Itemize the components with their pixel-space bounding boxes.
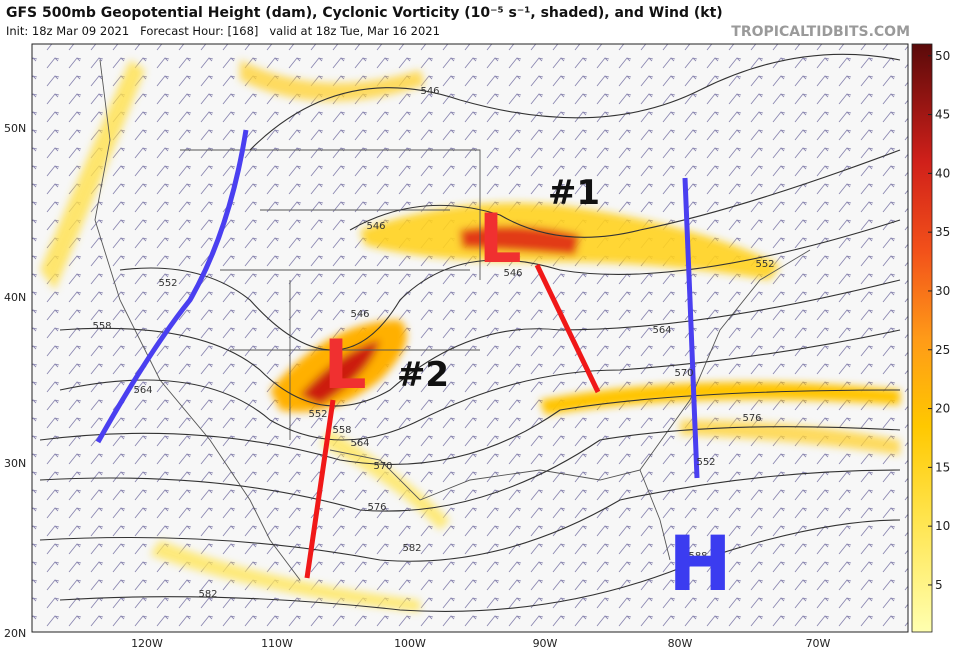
- wind-barbs: [32, 44, 908, 632]
- contour-label: 552: [696, 457, 715, 468]
- contour-label: 564: [133, 385, 152, 396]
- contour-label: 576: [742, 413, 761, 424]
- longitude-label: 70W: [806, 637, 831, 650]
- longitude-label: 100W: [394, 637, 426, 650]
- colorbar-tick-label: 30: [935, 284, 950, 298]
- longitude-label: 110W: [261, 637, 293, 650]
- contour-label: 552: [755, 259, 774, 270]
- longitude-label: 90W: [533, 637, 558, 650]
- contour-label: 558: [92, 321, 111, 332]
- trough-axis-west: [95, 129, 249, 444]
- contour-label: 558: [332, 425, 351, 436]
- subtitle: Init: 18z Mar 09 2021 Forecast Hour: [16…: [6, 24, 440, 38]
- colorbar-tick-label: 40: [935, 166, 950, 180]
- ridge-axis-east: [682, 177, 700, 479]
- colorbar-tick-label: 35: [935, 225, 950, 239]
- latitude-label: 40N: [4, 291, 26, 304]
- longitude-label: 120W: [131, 637, 163, 650]
- colorbar-ticks: 5 10 15 20 25 30 35 40 45 50: [928, 49, 950, 592]
- low-label: L: [478, 200, 521, 279]
- latitude-label: 50N: [4, 122, 26, 135]
- contour-label: 546: [366, 221, 385, 232]
- contour-label: 588: [688, 551, 707, 562]
- colorbar-tick-label: 20: [935, 402, 950, 416]
- system-label: #1: [548, 173, 600, 213]
- contour-label: 546: [420, 86, 439, 97]
- contour-label: 564: [350, 438, 369, 449]
- contour-label: 582: [402, 543, 421, 554]
- low-label: L: [323, 326, 366, 405]
- colorbar-tick-label: 45: [935, 108, 950, 122]
- latitude-label: 30N: [4, 457, 26, 470]
- trough-line-2: [304, 399, 336, 579]
- source: TROPICALTIDBITS.COM: [731, 24, 910, 40]
- vorticity-shading: [40, 60, 900, 612]
- contour-label: 552: [158, 278, 177, 289]
- system-label: #2: [397, 355, 449, 395]
- contour-label: 546: [350, 309, 369, 320]
- colorbar-tick-label: 50: [935, 49, 950, 63]
- map-frame: [31, 43, 909, 633]
- contour-label: 546: [503, 268, 522, 279]
- map-area: 546 546 552 558 564 546 552 558 564 570 …: [32, 44, 908, 632]
- colorbar-tick-label: 10: [935, 519, 950, 533]
- longitude-label: 80W: [668, 637, 693, 650]
- latitude-label: 20N: [4, 627, 26, 640]
- colorbar-tick-label: 25: [935, 343, 950, 357]
- contour-label: 582: [198, 589, 217, 600]
- contour-label: 570: [674, 368, 693, 379]
- contour-label: 552: [308, 409, 327, 420]
- colorbar-tick-label: 15: [935, 460, 950, 474]
- contour-label: 576: [367, 502, 386, 513]
- contour-label: 564: [652, 325, 671, 336]
- contour-label: 570: [373, 461, 392, 472]
- trough-line-1: [534, 263, 601, 394]
- high-label: H: [668, 519, 732, 608]
- colorbar: [911, 43, 933, 633]
- colorbar-tick-label: 5: [935, 578, 943, 592]
- title: GFS 500mb Geopotential Height (dam), Cyc…: [6, 5, 723, 21]
